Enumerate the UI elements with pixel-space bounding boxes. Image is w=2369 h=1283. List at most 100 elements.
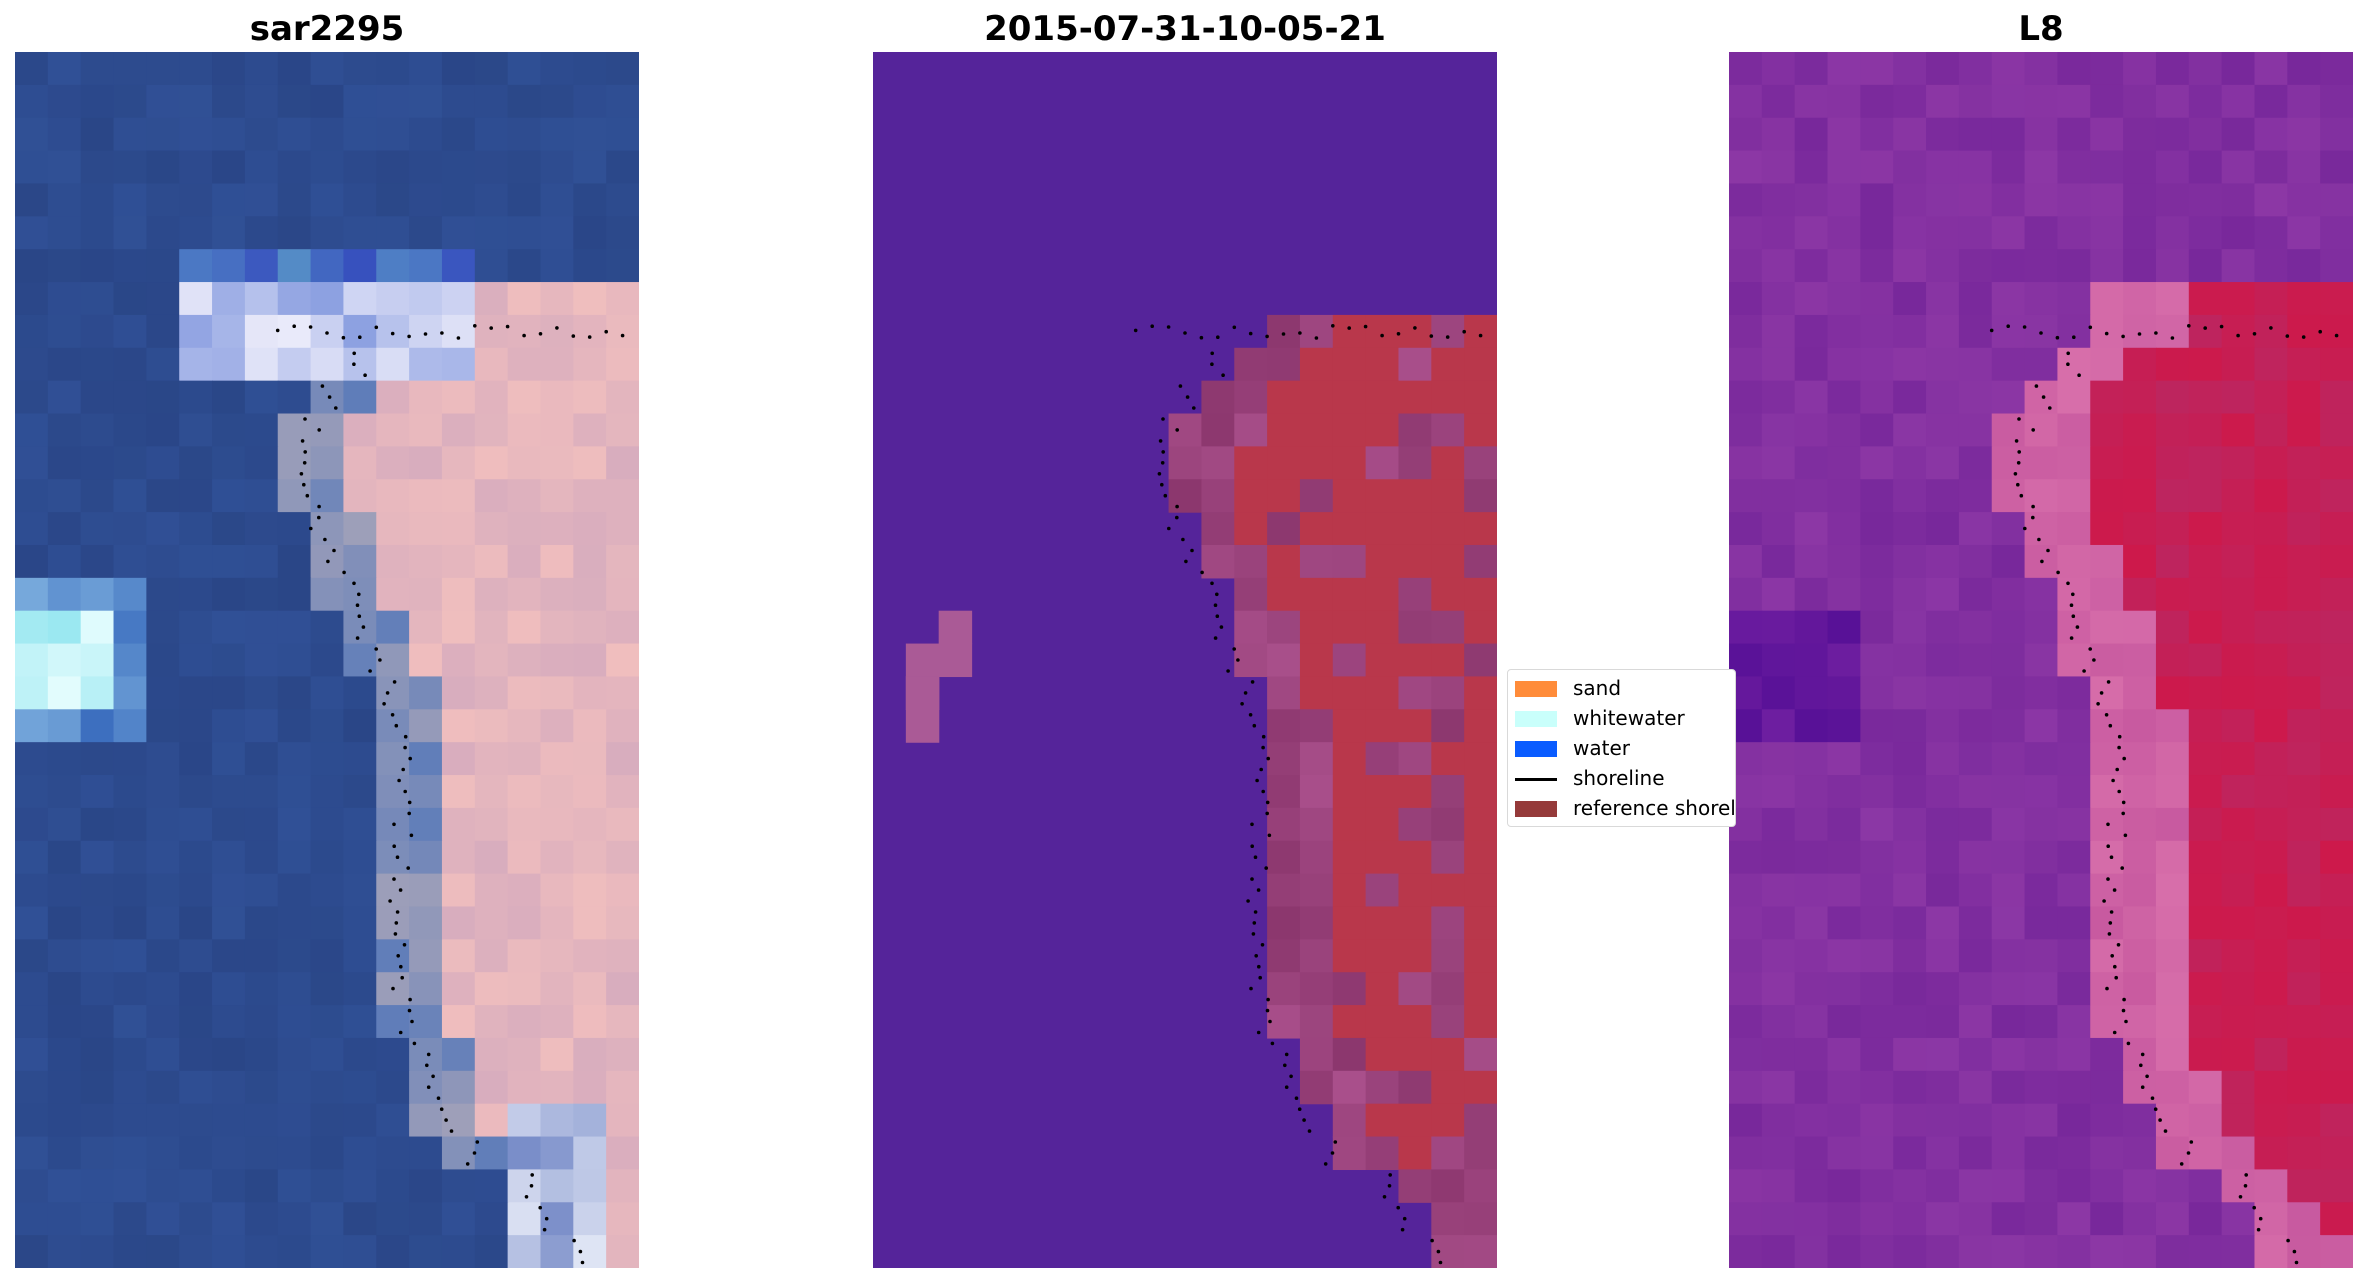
shoreline-point: [2055, 335, 2060, 340]
shoreline-point: [396, 954, 401, 958]
shoreline-point: [1219, 625, 1224, 629]
shoreline-point: [1199, 335, 1204, 340]
shoreline-point: [309, 526, 313, 531]
shoreline-point: [530, 1173, 534, 1177]
shoreline-point: [1289, 1074, 1293, 1079]
shoreline-point: [302, 461, 307, 465]
shoreline-point: [473, 324, 477, 328]
shoreline-point: [352, 351, 357, 356]
sand-swatch: [1515, 681, 1557, 697]
shoreline-point: [1266, 756, 1270, 761]
shoreline-point: [407, 334, 411, 339]
shoreline-point: [1250, 680, 1255, 684]
shoreline-point: [2016, 461, 2021, 465]
shoreline-point: [2017, 450, 2021, 454]
shoreline-point: [2153, 1107, 2158, 1111]
shoreline-point: [407, 1008, 412, 1013]
shoreline-point: [1283, 1063, 1287, 1068]
shoreline-point: [522, 333, 526, 338]
shoreline-point: [465, 1162, 470, 1166]
shoreline-point: [407, 811, 412, 816]
shoreline-point: [1989, 328, 1994, 333]
shoreline-point: [341, 335, 346, 340]
shoreline-point: [395, 855, 400, 859]
shoreline-point: [2170, 336, 2175, 340]
shoreline-point: [580, 1260, 585, 1265]
legend-label: sand: [1573, 676, 1622, 700]
shoreline-point: [1294, 1096, 1299, 1100]
shoreline-point: [2077, 373, 2081, 378]
shoreline-point: [2236, 333, 2240, 338]
shoreline-point: [2187, 324, 2191, 328]
shoreline-point: [426, 1085, 431, 1089]
shoreline-point: [1430, 1238, 1434, 1243]
classification-panel: [873, 52, 1497, 1268]
shoreline-point: [1161, 417, 1165, 421]
shoreline-point: [403, 789, 408, 794]
shoreline-point: [544, 1216, 549, 1221]
shoreline-point: [1192, 406, 1196, 410]
shoreline-point: [2037, 537, 2041, 542]
shoreline-point: [1400, 1227, 1405, 1232]
shoreline-point: [361, 625, 366, 629]
shoreline-point: [1133, 328, 1138, 333]
shoreline-point: [1252, 723, 1257, 728]
shoreline-point: [431, 1074, 435, 1079]
shoreline-point: [2116, 943, 2121, 947]
shoreline-point: [1185, 395, 1190, 399]
shoreline-point: [2106, 877, 2110, 881]
panel-title-l8: L8: [2018, 9, 2064, 49]
shoreline-point: [2071, 592, 2075, 597]
shoreline-point: [620, 333, 625, 338]
shoreline-point: [1333, 1140, 1338, 1144]
shoreline-point: [305, 493, 310, 498]
shoreline-point: [2075, 625, 2080, 629]
shoreline-point: [320, 384, 325, 388]
shoreline-point: [1221, 373, 1225, 378]
shoreline-point: [2006, 324, 2010, 329]
shoreline-point: [1178, 384, 1183, 388]
shoreline-point: [1388, 1173, 1392, 1177]
shoreline-point: [2016, 482, 2020, 487]
shoreline-point: [2069, 636, 2074, 640]
shoreline-point: [2179, 1162, 2184, 1166]
shoreline-point: [303, 450, 308, 454]
shoreline-point: [529, 1184, 534, 1188]
shoreline-point: [2243, 1184, 2248, 1188]
shoreline-point: [2186, 1151, 2191, 1155]
shoreline-point: [1254, 954, 1258, 958]
shoreline-point: [2115, 767, 2119, 772]
shoreline-point: [388, 899, 392, 903]
shoreline-point: [2301, 335, 2306, 339]
shoreline-point: [1259, 767, 1263, 772]
shoreline-point: [403, 745, 407, 750]
shoreline-point: [2017, 417, 2021, 421]
shoreline-point: [1258, 975, 1262, 980]
shoreline-point: [1265, 800, 1270, 805]
l8-image-panel: [1729, 52, 2353, 1268]
shoreline-point: [2117, 745, 2121, 750]
shoreline-point: [1363, 324, 1368, 329]
shoreline-point: [1250, 877, 1254, 881]
legend: sand whitewater water shoreline referenc…: [1507, 669, 1736, 827]
shoreline-point: [1243, 691, 1248, 695]
shoreline-point: [1163, 493, 1168, 498]
panel-title-rgb: sar2295: [249, 9, 405, 49]
shoreline-point: [542, 1227, 547, 1232]
shoreline-point: [355, 603, 360, 607]
shoreline-point: [2014, 439, 2019, 443]
shoreline-point: [1213, 603, 1218, 607]
shoreline-point: [1314, 336, 1319, 340]
shoreline-point: [1190, 548, 1194, 553]
shoreline-point: [1260, 943, 1265, 947]
shoreline-point: [2154, 331, 2158, 335]
shoreline-point: [292, 324, 297, 329]
shoreline-point: [2244, 1173, 2248, 1177]
shoreline-point: [363, 373, 367, 378]
shoreline-point: [401, 767, 406, 772]
shoreline-point: [524, 1195, 529, 1199]
shoreline-point: [439, 1107, 444, 1111]
shoreline-point: [403, 734, 408, 739]
shoreline-point: [2258, 1216, 2263, 1221]
shoreline-line-swatch: [1515, 778, 1557, 781]
